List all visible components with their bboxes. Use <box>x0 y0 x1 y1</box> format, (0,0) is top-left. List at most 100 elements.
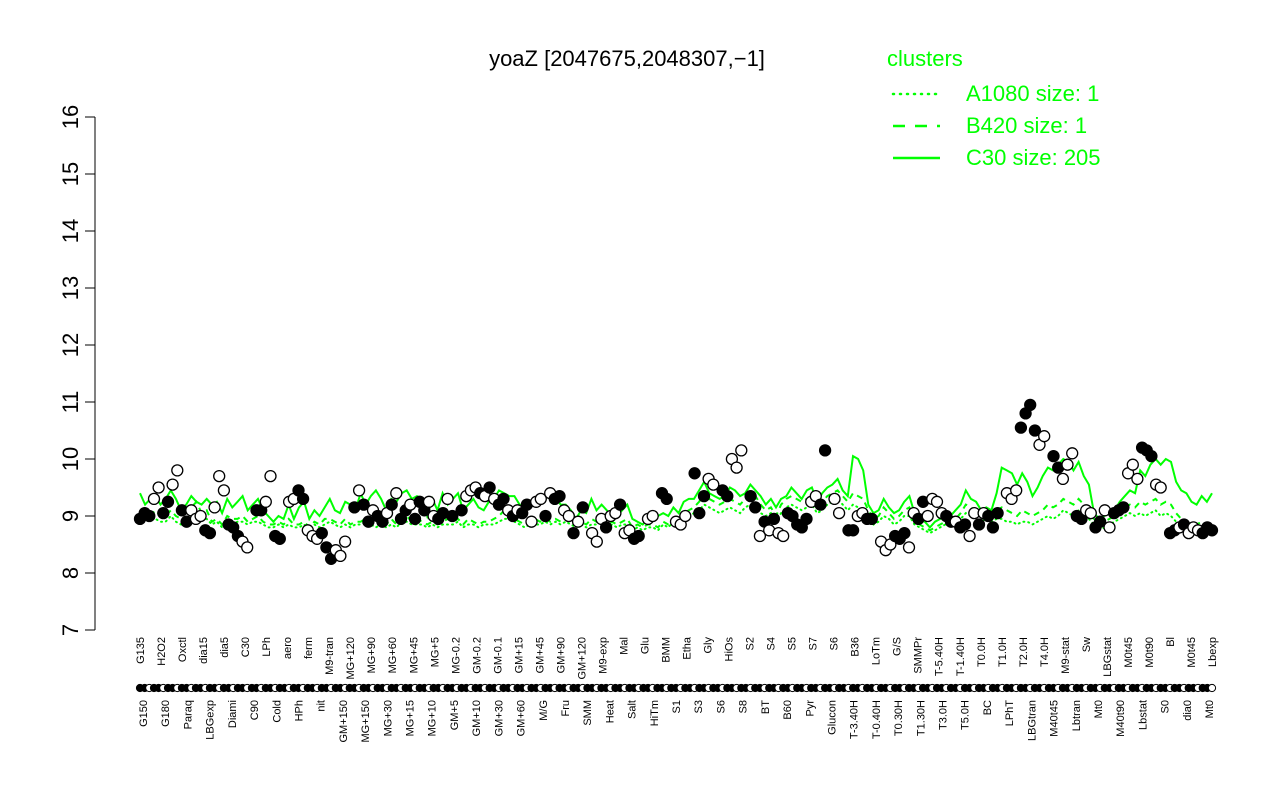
data-point <box>749 501 762 514</box>
data-point <box>865 512 878 526</box>
data-point <box>362 515 375 528</box>
x-label-bottom: nit <box>316 700 328 712</box>
data-point <box>1154 481 1167 494</box>
x-label-top: B36 <box>850 637 862 657</box>
x-label-bottom: Mt0 <box>1204 700 1216 718</box>
legend-label-b420: B420 size: 1 <box>966 113 1087 138</box>
y-tick-label: 9 <box>58 510 83 522</box>
x-label-top: Lbexp <box>1207 637 1219 667</box>
data-point <box>767 512 781 526</box>
y-tick-label: 15 <box>58 162 83 186</box>
y-tick-label: 13 <box>58 276 83 300</box>
data-point <box>660 492 673 506</box>
x-label-bottom: BC <box>982 700 994 715</box>
y-tick-label: 7 <box>58 624 83 636</box>
data-point <box>986 521 1000 534</box>
x-label-top: GM-0.1 <box>492 637 504 674</box>
data-point <box>958 518 972 531</box>
data-point <box>241 541 254 554</box>
x-label-bottom: T1.30H <box>915 700 927 736</box>
x-label-top: dia5 <box>219 637 231 658</box>
y-tick-label: 12 <box>58 333 83 357</box>
data-point <box>846 524 860 537</box>
x-label-bottom: T0.30H <box>893 700 905 736</box>
x-label-bottom: S3 <box>693 700 705 713</box>
data-point <box>777 529 790 543</box>
data-point <box>1038 430 1051 443</box>
x-label-bottom: LPhT <box>1004 700 1016 727</box>
data-point <box>1084 506 1097 520</box>
data-point <box>553 489 566 503</box>
x-label-top: MG+120 <box>345 637 357 680</box>
x-label-top: LoTm <box>871 637 883 665</box>
x-label-top: G135 <box>135 637 147 664</box>
x-label-top: S5 <box>787 637 799 650</box>
data-point <box>590 535 603 548</box>
data-point <box>166 478 179 491</box>
x-label-bottom: dia0 <box>1182 700 1194 721</box>
x-label-bottom: S0 <box>1160 700 1172 713</box>
x-label-bottom: BT <box>760 700 772 714</box>
x-label-top: GM+90 <box>555 637 567 673</box>
x-label-bottom: Pyr <box>804 700 816 717</box>
x-label-bottom: T3.0H <box>938 700 950 730</box>
x-label-bottom: M40t45 <box>1049 700 1061 737</box>
data-point <box>315 526 328 540</box>
x-label-bottom: GM+10 <box>471 700 483 736</box>
x-label-top: Sw <box>1081 637 1093 652</box>
x-label-bottom: G180 <box>160 700 172 727</box>
data-point <box>171 464 184 477</box>
data-point <box>1010 484 1023 497</box>
x-label-bottom: MG+30 <box>382 700 394 736</box>
data-point <box>1014 421 1028 434</box>
data-point <box>385 498 398 511</box>
x-label-bottom: Glucon <box>827 700 839 735</box>
x-label-top: H2O2 <box>156 637 168 666</box>
x-label-top: T-5.40H <box>934 637 946 676</box>
data-point <box>562 509 575 523</box>
data-point <box>208 501 221 514</box>
data-point <box>1024 398 1037 412</box>
data-point <box>721 489 734 503</box>
data-point <box>898 526 911 540</box>
x-label-bottom: T-0.40H <box>871 700 883 739</box>
x-label-top: MG+60 <box>387 637 399 673</box>
x-label-top: S6 <box>829 637 841 650</box>
data-point <box>1126 458 1139 471</box>
x-label-top: M9-tran <box>324 637 336 675</box>
cluster-line-dotted <box>139 497 1213 535</box>
data-point <box>599 521 613 534</box>
y-tick-label: 14 <box>58 219 83 243</box>
x-label-bottom: S1 <box>671 700 683 713</box>
x-label-top: M0t45 <box>1186 637 1198 668</box>
x-label-bottom: Diami <box>227 700 239 728</box>
x-label-top: MG+45 <box>408 637 420 673</box>
x-label-bottom: Lbstat <box>1137 700 1149 730</box>
data-point <box>1028 424 1042 437</box>
x-label-bottom: S8 <box>738 700 750 713</box>
x-label-top: MG+5 <box>429 637 441 667</box>
data-point <box>735 444 748 457</box>
data-point <box>194 509 207 523</box>
data-point <box>930 495 944 508</box>
sample-marker <box>1207 683 1217 693</box>
x-label-bottom: Lbtran <box>1071 700 1083 731</box>
data-point <box>390 487 403 500</box>
data-point <box>688 467 701 480</box>
data-point <box>408 512 422 526</box>
data-point <box>679 509 692 523</box>
data-point <box>921 509 934 523</box>
x-label-top: GM-0.2 <box>471 637 483 674</box>
data-points <box>133 398 1219 565</box>
x-label-top: T2.0H <box>1018 637 1030 667</box>
x-label-top: SMMPr <box>913 637 925 674</box>
x-label-bottom: T5.0H <box>960 700 972 730</box>
x-label-bottom: T-3.40H <box>849 700 861 739</box>
data-point <box>334 549 347 563</box>
data-point <box>730 461 743 474</box>
x-label-bottom: MG+15 <box>405 700 417 736</box>
x-label-bottom: Mt0 <box>1093 700 1105 718</box>
data-point <box>632 529 645 543</box>
data-point <box>357 498 370 511</box>
